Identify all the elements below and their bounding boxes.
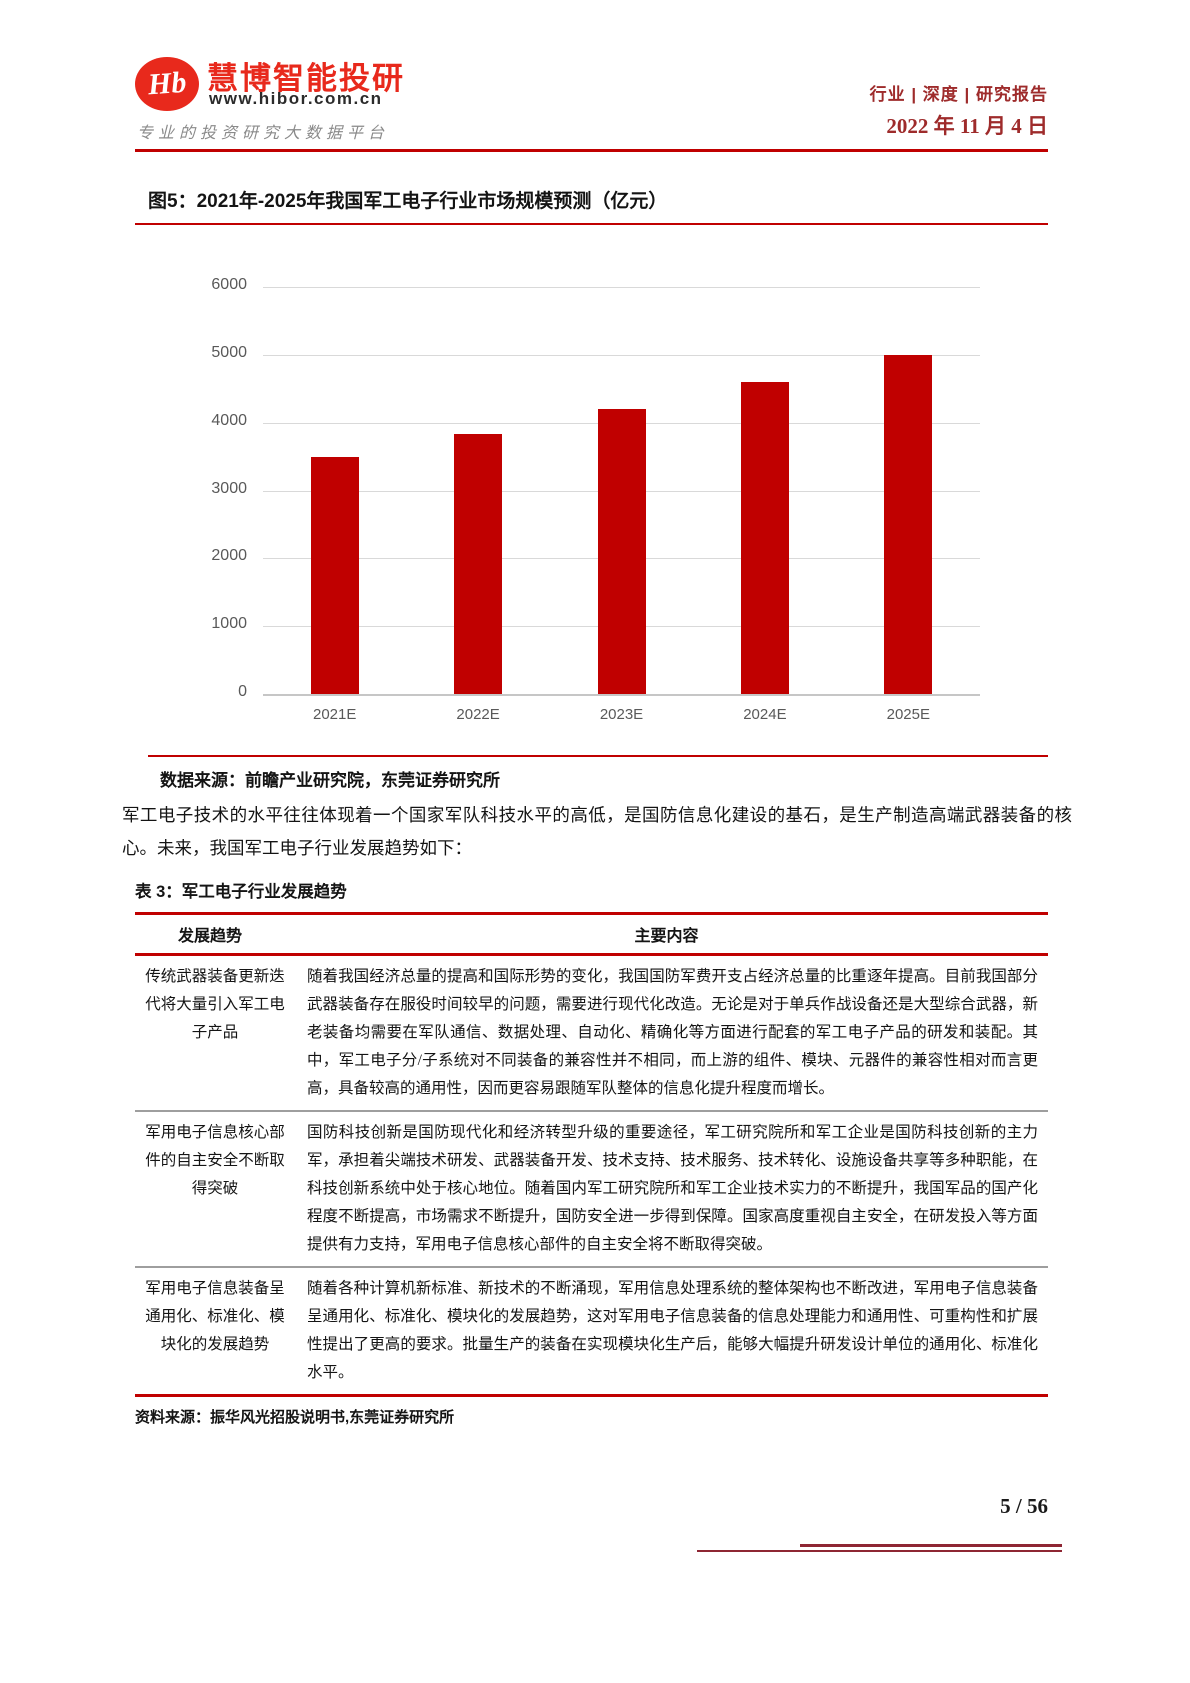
footer-line-thin [697, 1550, 1062, 1552]
table-title: 表 3：军工电子行业发展趋势 [135, 883, 347, 901]
table-row: 传统武器装备更新迭代将大量引入军工电子产品 随着我国经济总量的提高和国际形势的变… [135, 956, 1048, 1112]
logo-slogan: 专业的投资研究大数据平台 [137, 125, 390, 142]
y-tick-label: 5000 [211, 343, 247, 361]
trend-cell: 军用电子信息装备呈通用化、标准化、模块化的发展趋势 [145, 1280, 285, 1353]
content-cell: 国防科技创新是国防现代化和经济转型升级的重要途径，军工研究院所和军工企业是国防科… [307, 1124, 1038, 1253]
x-tick-label: 2024E [743, 706, 787, 723]
bar-2021E [310, 456, 359, 694]
trend-table: 发展趋势 主要内容 传统武器装备更新迭代将大量引入军工电子产品 随着我国经济总量… [135, 912, 1048, 1397]
column-header-trend: 发展趋势 [177, 928, 242, 945]
bar-2023E [597, 409, 646, 694]
figure-title-underline [135, 223, 1048, 225]
y-tick-label: 1000 [211, 615, 247, 633]
x-tick-label: 2022E [456, 706, 500, 723]
header-right: 行业 | 深度 | 研究报告 2022 年 11 月 4 日 [870, 80, 1048, 140]
table-source: 资料来源：振华风光招股说明书,东莞证券研究所 [135, 1409, 455, 1426]
trend-cell: 传统武器装备更新迭代将大量引入军工电子产品 [145, 968, 285, 1041]
trend-table-section: 表 3：军工电子行业发展趋势 发展趋势 主要内容 传统武器装备更新迭代将大量引入… [135, 878, 1048, 1427]
company-logo: Hb 慧博智能投研 www.hibor.com.cn 专业的投资研究大数据平台 [135, 55, 465, 150]
page-number: 5 / 56 [1000, 1494, 1048, 1518]
logo-icon: Hb [135, 57, 199, 111]
table-header-row: 发展趋势 主要内容 [135, 915, 1048, 956]
bar-2022E [454, 434, 503, 694]
bar-2025E [884, 354, 933, 694]
table-row: 军用电子信息装备呈通用化、标准化、模块化的发展趋势 随着各种计算机新标准、新技术… [135, 1268, 1048, 1394]
gridline [263, 354, 980, 356]
report-type-label: 行业 | 深度 | 研究报告 [869, 85, 1048, 104]
content-cell: 随着各种计算机新标准、新技术的不断涌现，军用信息处理系统的整体架构也不断改进，军… [307, 1280, 1038, 1381]
y-tick-label: 6000 [211, 276, 247, 293]
figure-source: 数据来源：前瞻产业研究院，东莞证券研究所 [160, 771, 500, 790]
trend-cell: 军用电子信息核心部件的自主安全不断取得突破 [145, 1124, 285, 1197]
y-tick-label: 4000 [211, 411, 247, 429]
x-tick-label: 2021E [313, 706, 357, 723]
figure-source-divider [148, 755, 1048, 757]
table-row: 军用电子信息核心部件的自主安全不断取得突破 国防科技创新是国防现代化和经济转型升… [135, 1112, 1048, 1268]
footer-line-thick [800, 1544, 1062, 1547]
body-paragraph: 军工电子技术的水平往往体现着一个国家军队科技水平的高低，是国防信息化建设的基石，… [122, 805, 1072, 858]
y-tick-label: 2000 [211, 547, 247, 565]
column-header-content: 主要内容 [634, 928, 699, 945]
bar-2024E [740, 381, 789, 694]
logo-monogram: Hb [146, 65, 188, 102]
gridline [263, 287, 980, 288]
x-tick-label: 2023E [599, 706, 644, 723]
bar-chart-plot: 0 1000 2000 3000 4000 5000 6000 2021E 2022E 2023E… [135, 236, 1060, 736]
x-axis-line [263, 694, 980, 696]
header-divider [135, 149, 1048, 152]
content-cell: 随着我国经济总量的提高和国际形势的变化，我国国防军费开支占经济总量的比重逐年提高… [307, 968, 1038, 1097]
figure-title: 图5：2021年-2025年我国军工电子行业市场规模预测（亿元） [148, 191, 668, 212]
logo-brand-text: 慧博智能投研 [207, 61, 405, 96]
logo-website: www.hibor.com.cn [209, 89, 383, 108]
report-date: 2022 年 11 月 4 日 [886, 114, 1048, 138]
x-tick-label: 2025E [886, 706, 930, 723]
y-tick-label: 3000 [211, 479, 247, 497]
y-tick-label: 0 [238, 683, 247, 700]
